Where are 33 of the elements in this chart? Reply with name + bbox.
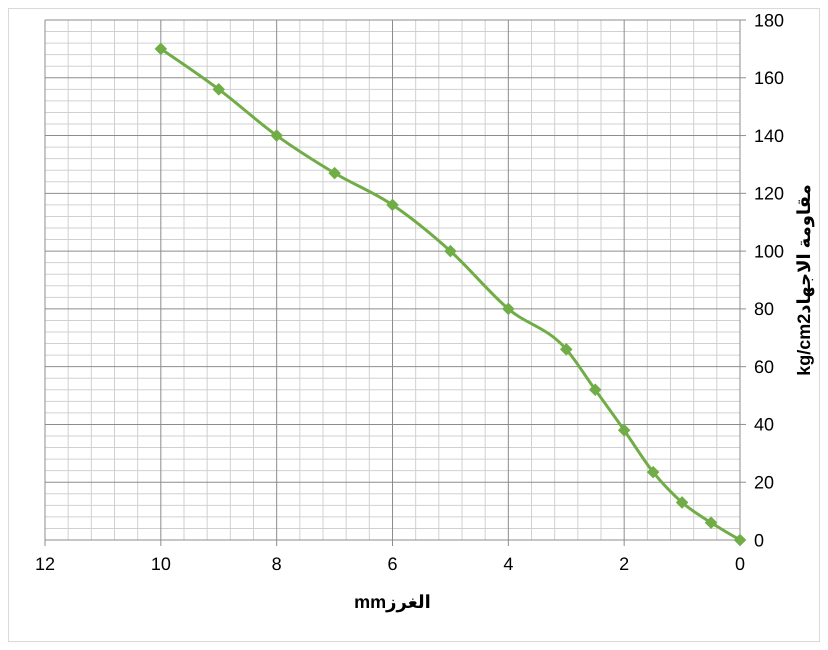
y-tick-label: 20 [754,472,774,493]
y-tick-label: 140 [754,126,784,146]
point [270,129,283,142]
point [560,343,573,356]
point [386,198,399,212]
y-tick-label: 120 [754,184,784,204]
y-tick-label: 100 [754,241,784,262]
x-tick-label: 6 [387,554,398,574]
point [588,384,602,396]
x-axis-title: الغرزmm [354,592,431,613]
x-tick-label: 10 [150,554,171,574]
y-tick-label: 180 [754,10,784,30]
x-tick-label: 4 [503,554,514,574]
point [676,496,688,509]
point [502,302,515,316]
point [646,466,660,478]
point [618,424,630,436]
point [444,244,457,258]
x-tick-label: 2 [619,554,630,574]
y-tick-label: 60 [754,356,774,377]
point [154,42,168,56]
x-tick-label: 8 [272,554,282,574]
x-tick-label: 12 [34,554,56,574]
point [212,83,226,96]
y-tick-label: 40 [754,414,774,435]
y-axis-title: مقاومة الاجهادkg/cm2 [794,184,815,376]
y-tick-label: 80 [754,299,774,320]
point [704,516,718,529]
y-tick-label: 0 [754,530,764,550]
y-tick-label: 160 [754,68,784,88]
point [734,534,746,546]
x-tick-label: 0 [734,554,746,574]
point [328,166,341,180]
